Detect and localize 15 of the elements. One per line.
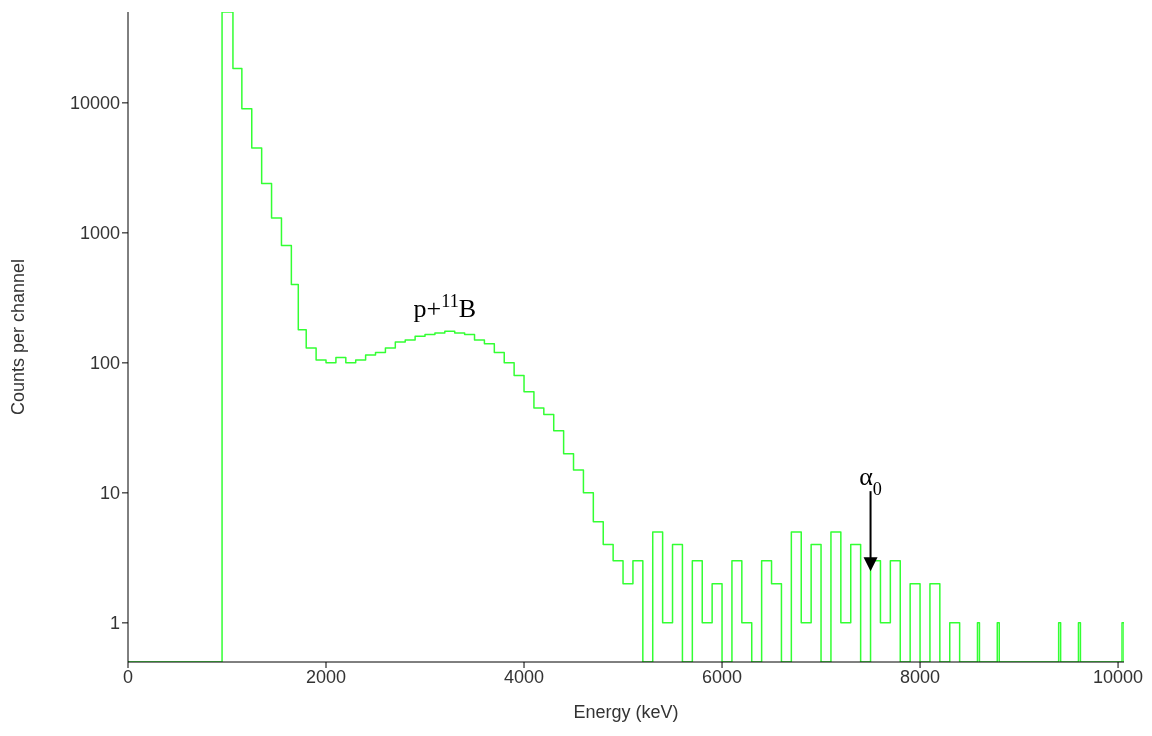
x-tick-label: 10000 — [1093, 666, 1144, 687]
x-tick-label: 4000 — [504, 666, 545, 687]
x-tick-label: 0 — [122, 666, 134, 687]
y-tick-label: 10 — [99, 483, 120, 504]
x-tick-label: 8000 — [900, 666, 941, 687]
y-axis-title: Counts per channel — [8, 258, 29, 416]
y-tick-label: 100 — [89, 353, 120, 374]
annotation: p+$^{11}$B — [413, 291, 477, 324]
y-tick-label: 1 — [109, 613, 120, 634]
x-tick-label: 6000 — [702, 666, 743, 687]
y-tick-label: 10000 — [69, 93, 120, 114]
x-axis-title: Energy (keV) — [573, 702, 679, 722]
x-tick-label: 2000 — [305, 666, 347, 687]
y-tick-label: 1000 — [79, 223, 120, 244]
annotation: α$_{0}$ — [859, 462, 882, 500]
